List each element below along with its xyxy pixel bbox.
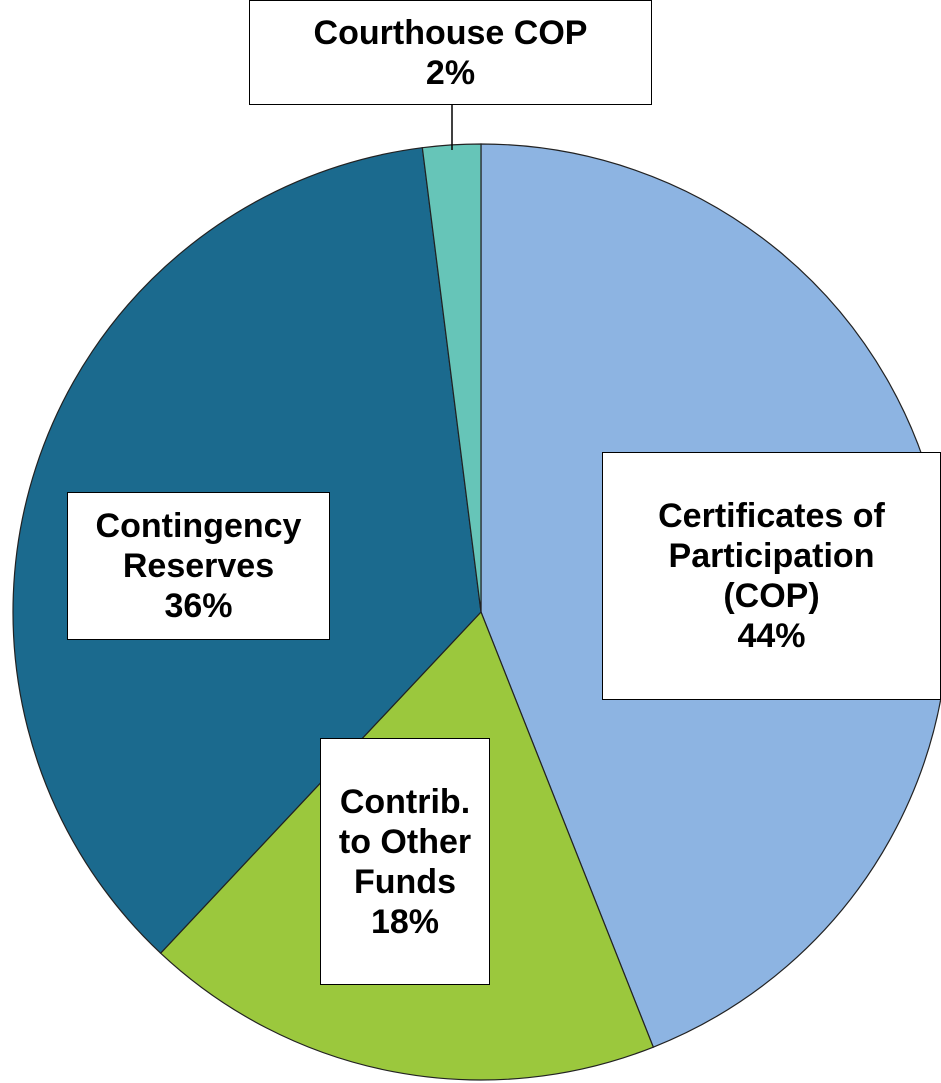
category-label: Contrib. to Other Funds: [338, 782, 472, 901]
data-label-box: Courthouse COP 2%: [249, 0, 652, 105]
data-label-box: Certificates of Participation (COP) 44%: [602, 452, 941, 700]
category-label: Certificates of Participation (COP): [658, 497, 885, 615]
value-label: 18%: [370, 902, 440, 941]
category-label: Courthouse COP: [313, 13, 588, 52]
value-label: 44%: [737, 617, 806, 655]
data-label-box: Contrib. to Other Funds 18%: [320, 738, 490, 985]
data-label-box: Contingency Reserves 36%: [67, 492, 330, 640]
category-label: Contingency Reserves: [95, 507, 302, 585]
value-label: 36%: [164, 587, 233, 625]
value-label: 2%: [425, 53, 476, 92]
